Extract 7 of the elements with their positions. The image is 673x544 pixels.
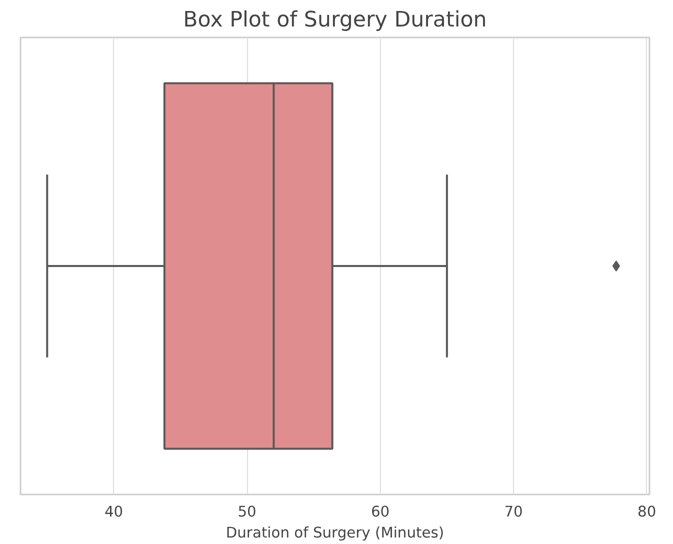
x-tick-label: 60: [370, 504, 390, 520]
x-tick-label: 40: [104, 504, 124, 520]
x-axis-title: Duration of Surgery (Minutes): [226, 524, 444, 542]
x-tick-label: 50: [238, 504, 256, 520]
chart-title: Box Plot of Surgery Duration: [183, 8, 487, 32]
x-tick-label: 80: [638, 504, 656, 520]
x-tick-label: 70: [504, 504, 523, 520]
